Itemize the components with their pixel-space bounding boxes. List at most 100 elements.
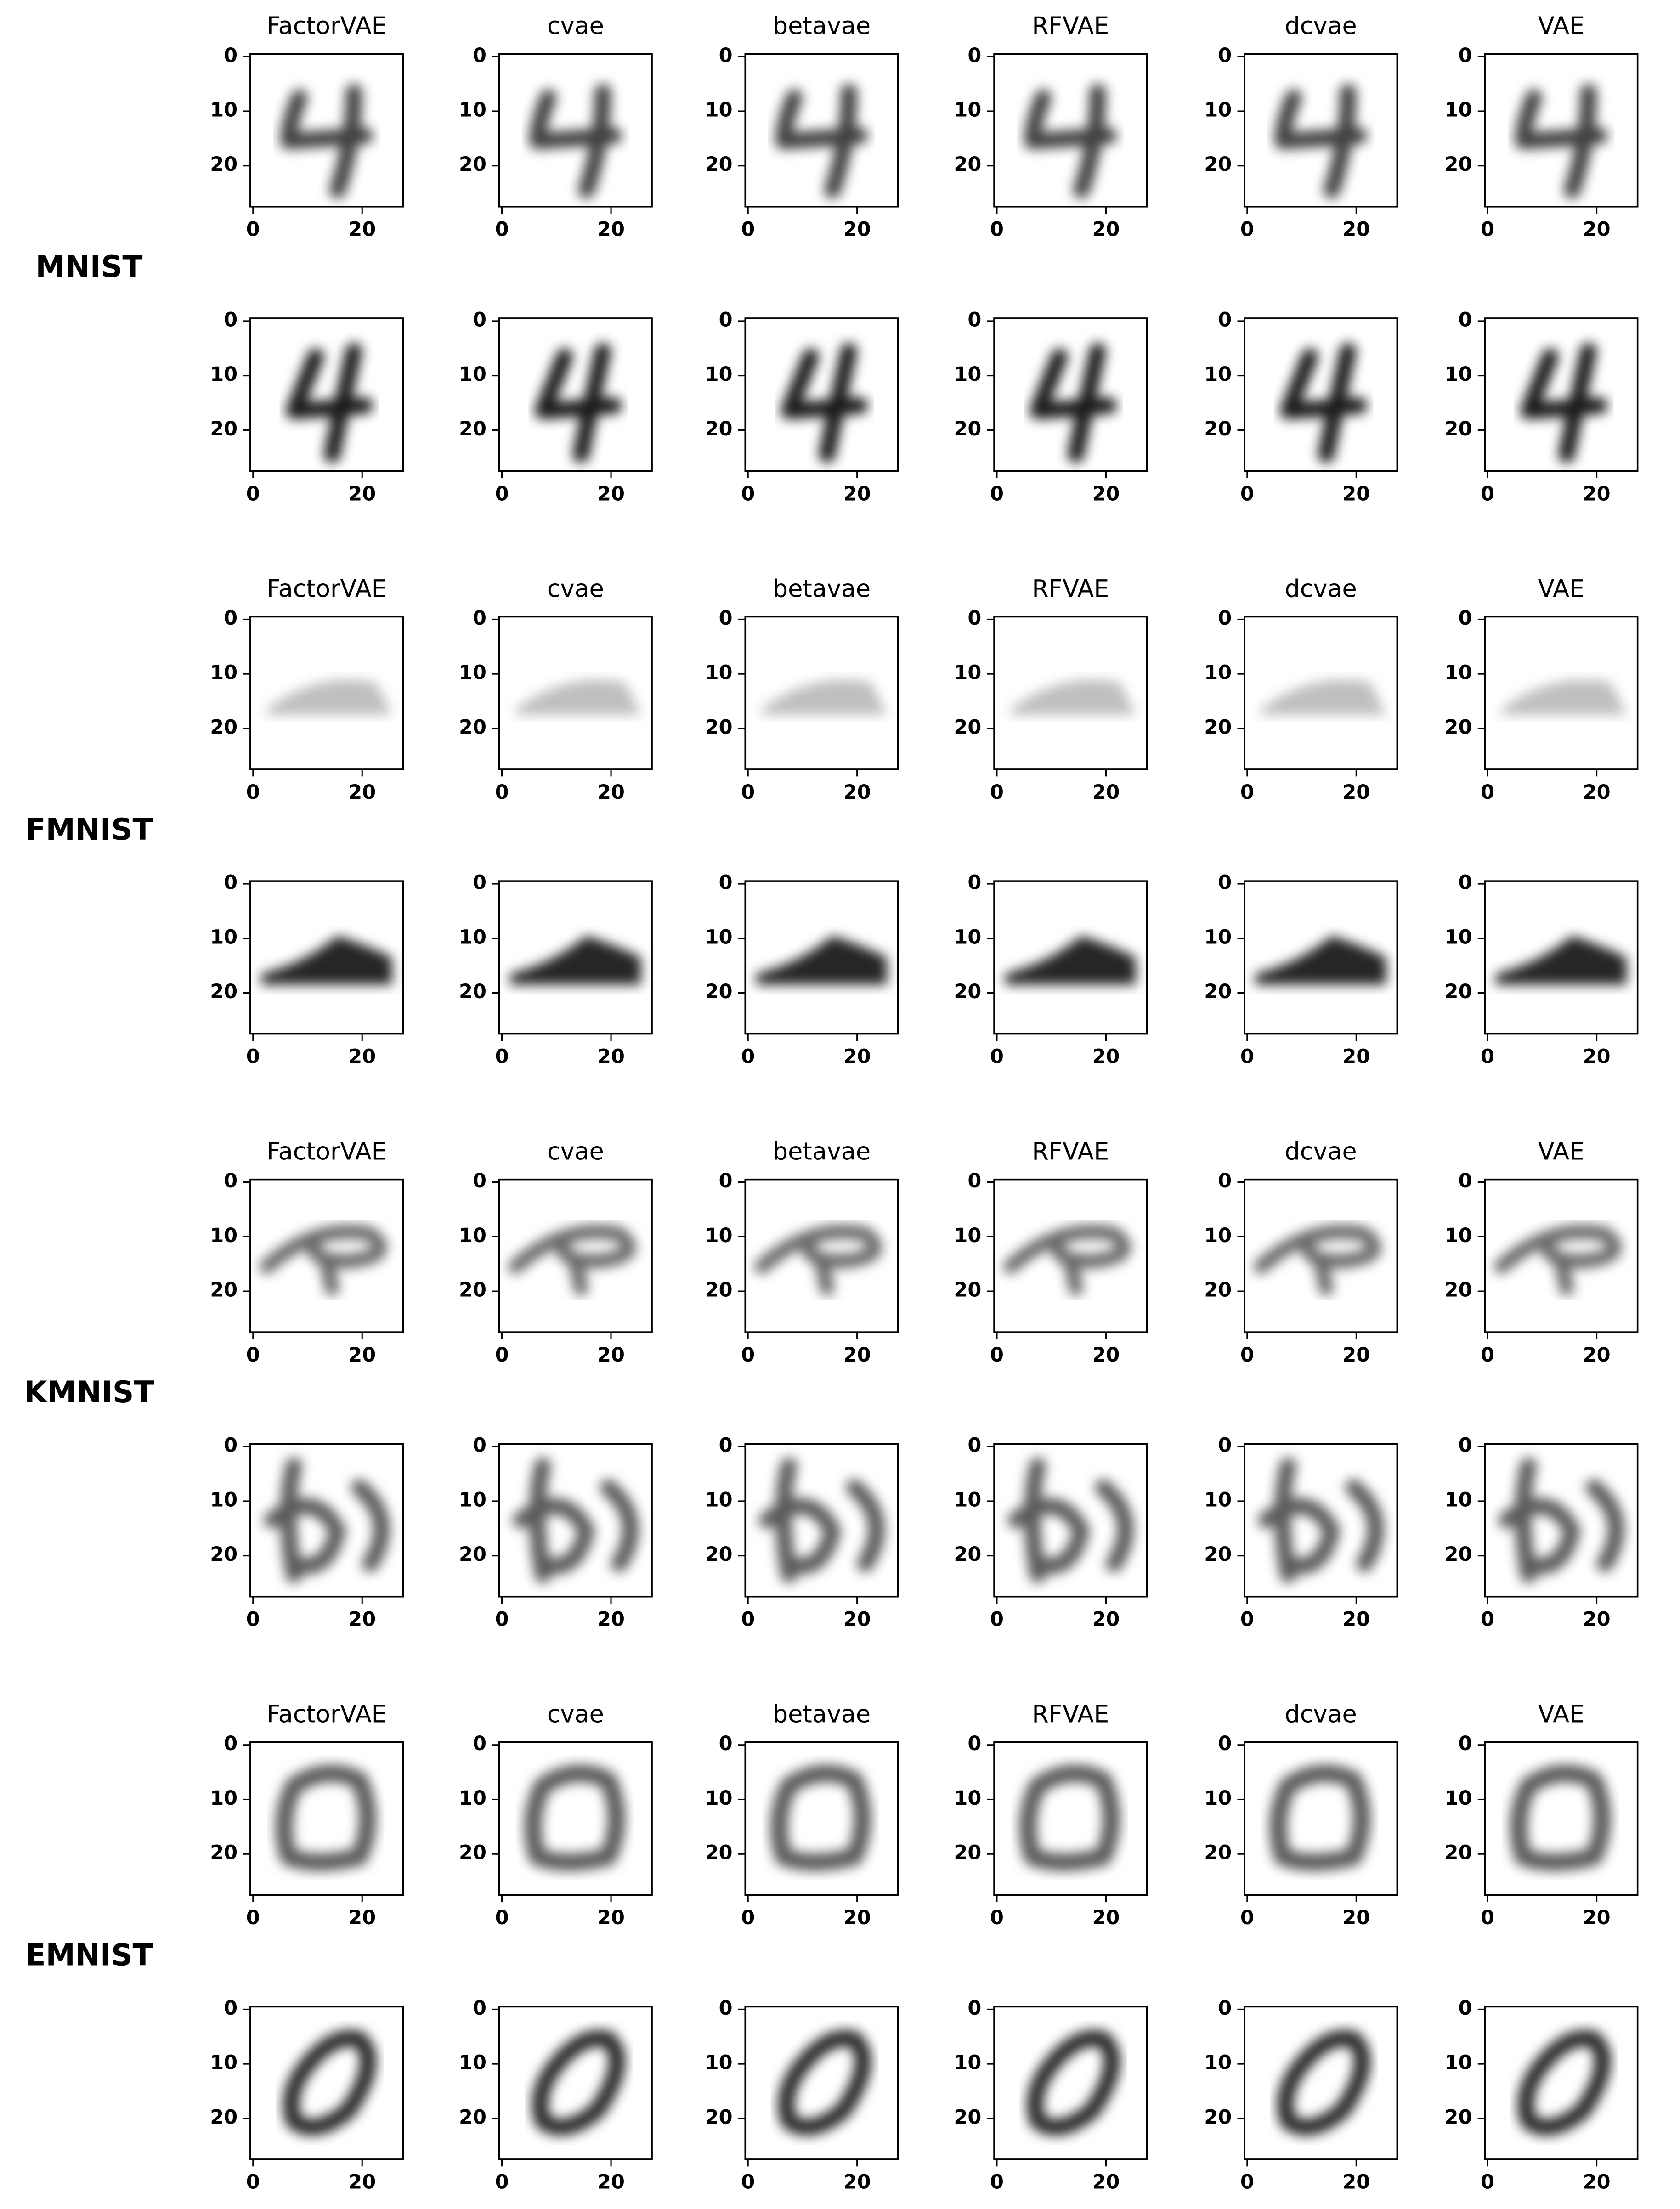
stroke <box>1501 679 1627 715</box>
y-tick-label: 10 <box>1445 363 1472 386</box>
image-frame <box>744 1741 899 1896</box>
x-tick-label: 0 <box>741 2171 755 2194</box>
image-frame <box>1244 1741 1398 1896</box>
image-panel <box>498 317 653 472</box>
y-tick-label: 20 <box>1204 1543 1232 1566</box>
reconstruction <box>510 935 641 985</box>
y-tick-label: 20 <box>459 1842 486 1864</box>
x-tick-label: 0 <box>741 1045 755 1068</box>
y-tick-label: 10 <box>705 363 733 386</box>
image-background <box>1485 2006 1638 2159</box>
y-tick-label: 0 <box>719 44 733 67</box>
reconstruction-blur <box>1510 1764 1611 1871</box>
y-tick-label: 10 <box>1204 926 1232 949</box>
reconstruction-blur <box>529 84 622 198</box>
panel-title: betavae <box>773 1138 871 1166</box>
image-panel <box>1244 616 1398 770</box>
image-frame <box>498 317 653 472</box>
y-tick-label: 20 <box>1445 1842 1472 1864</box>
stroke <box>1494 1225 1622 1296</box>
y-tick-label: 0 <box>224 1434 238 1457</box>
x-tick-label: 20 <box>1342 1045 1370 1068</box>
panel-title: betavae <box>773 1701 871 1729</box>
image-panel <box>1484 53 1639 208</box>
reconstruction-blur <box>761 679 887 715</box>
panel-title: dcvae <box>1285 12 1357 40</box>
x-tick-label: 0 <box>990 1344 1004 1367</box>
image-frame <box>1484 2006 1639 2160</box>
image-panel <box>1244 1443 1398 1598</box>
y-tick-label: 10 <box>1445 1787 1472 1810</box>
image-frame <box>993 317 1148 472</box>
reconstruction <box>775 84 868 198</box>
x-tick-label: 20 <box>1583 1344 1611 1367</box>
panel-title: dcvae <box>1285 1138 1357 1166</box>
y-tick-label: 0 <box>473 308 486 331</box>
reconstruction-blur <box>1029 343 1117 463</box>
stroke <box>524 1764 625 1871</box>
y-tick-label: 10 <box>459 2051 486 2074</box>
reconstruction <box>508 1225 636 1296</box>
reconstruction-blur <box>1277 2030 1371 2136</box>
x-tick-label: 20 <box>597 218 625 241</box>
x-tick-label: 20 <box>1583 482 1611 505</box>
panel-title: cvae <box>547 12 604 40</box>
reconstruction <box>1261 679 1386 715</box>
stroke <box>756 935 887 985</box>
x-tick-label: 20 <box>843 2171 871 2194</box>
y-tick-label: 0 <box>719 871 733 894</box>
x-tick-label: 0 <box>1481 2171 1494 2194</box>
x-tick-label: 0 <box>1240 482 1254 505</box>
y-tick-label: 20 <box>954 980 981 1003</box>
image-frame <box>249 880 404 1035</box>
image-panel <box>249 2006 404 2160</box>
image-frame <box>993 1178 1148 1333</box>
image-frame <box>744 1443 899 1598</box>
image-frame <box>249 317 404 472</box>
y-tick-label: 0 <box>967 871 981 894</box>
reconstruction <box>1019 1764 1120 1871</box>
panel-title: RFVAE <box>1032 575 1109 603</box>
reconstruction <box>758 1457 885 1583</box>
x-tick-label: 0 <box>1240 1906 1254 1929</box>
y-tick-label: 10 <box>954 1787 981 1810</box>
x-tick-label: 20 <box>597 2171 625 2194</box>
reconstruction <box>1029 343 1117 463</box>
image-panel <box>249 1741 404 1896</box>
y-tick-label: 0 <box>224 607 238 630</box>
image-panel <box>744 1741 899 1896</box>
image-frame <box>993 2006 1148 2160</box>
image-panel <box>1244 880 1398 1035</box>
panel-title: VAE <box>1538 1138 1584 1166</box>
y-tick-label: 10 <box>1445 661 1472 684</box>
reconstruction-blur <box>1019 1764 1120 1871</box>
x-tick-label: 20 <box>1092 1344 1120 1367</box>
y-tick-label: 0 <box>1459 1434 1472 1457</box>
y-tick-label: 0 <box>967 1732 981 1755</box>
stroke <box>534 343 622 463</box>
image-panel <box>498 2006 653 2160</box>
y-tick-label: 20 <box>1204 418 1232 441</box>
stroke <box>1254 1225 1381 1296</box>
reconstruction-blur <box>515 679 641 715</box>
reconstruction <box>1007 1457 1134 1583</box>
stroke <box>1258 1457 1384 1583</box>
y-tick-label: 10 <box>705 661 733 684</box>
image-frame <box>498 53 653 208</box>
y-tick-label: 10 <box>210 2051 238 2074</box>
reconstruction-blur <box>781 343 868 463</box>
y-tick-label: 0 <box>1459 607 1472 630</box>
stroke <box>1498 1457 1624 1583</box>
x-tick-label: 20 <box>597 781 625 804</box>
x-tick-label: 20 <box>597 1344 625 1367</box>
reconstruction <box>513 1457 639 1583</box>
reconstruction-blur <box>1254 1225 1381 1296</box>
reconstruction <box>264 1457 390 1583</box>
row-label: EMNIST <box>25 1938 153 1972</box>
reconstruction-blur <box>532 2030 625 2136</box>
reconstruction <box>260 1225 387 1296</box>
y-tick-label: 0 <box>1459 1169 1472 1192</box>
y-tick-label: 10 <box>210 661 238 684</box>
y-tick-label: 20 <box>1445 153 1472 176</box>
y-tick-label: 20 <box>459 2106 486 2129</box>
